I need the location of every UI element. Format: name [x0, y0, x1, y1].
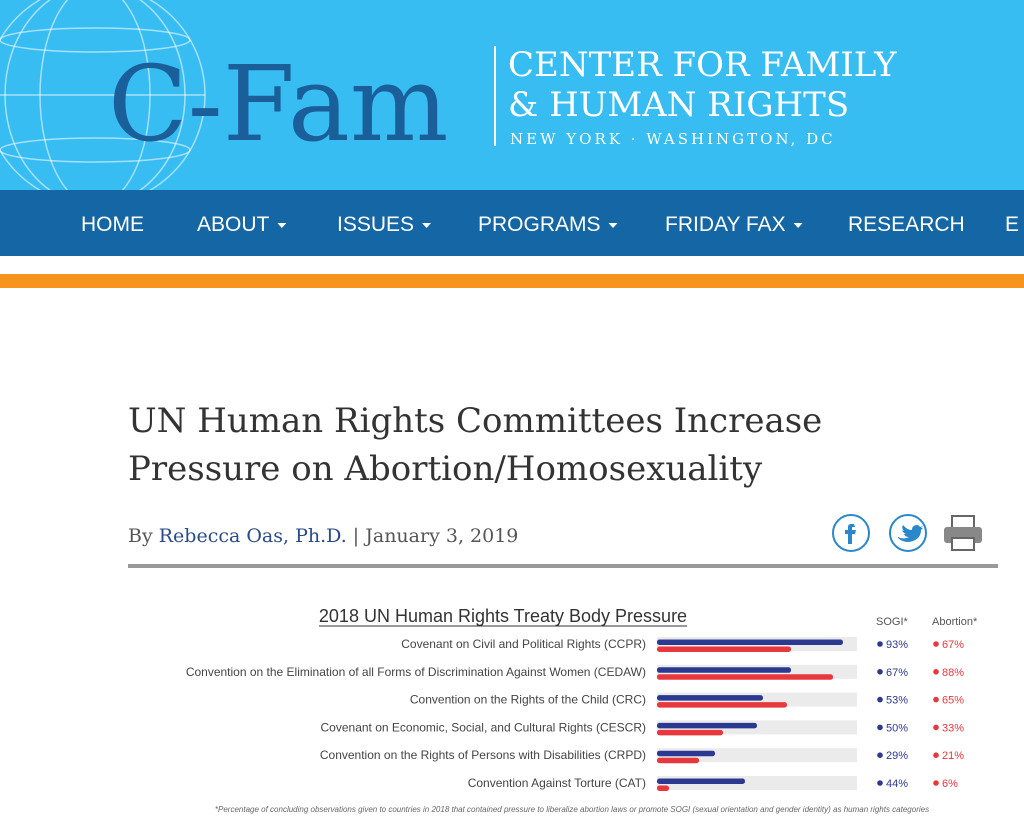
nav-item[interactable]: FRIDAY FAX [665, 213, 786, 236]
value-label: 67% [942, 639, 964, 651]
bar [657, 729, 723, 736]
value-label: 44% [886, 778, 908, 790]
bar [657, 778, 745, 784]
nav-bar [0, 190, 1024, 256]
value-label: 53% [886, 695, 908, 707]
value-dot [877, 724, 883, 731]
value-label: 93% [886, 639, 908, 651]
title-rule [128, 564, 998, 568]
value-label: 67% [886, 667, 908, 679]
nav-item[interactable]: ABOUT [197, 213, 270, 236]
category-label: Convention on the Rights of the Child (C… [410, 693, 646, 707]
bar [657, 646, 791, 652]
nav-item[interactable]: HOME [81, 213, 144, 236]
value-label: 6% [942, 778, 958, 790]
value-dot [933, 696, 939, 703]
category-label: Covenant on Economic, Social, and Cultur… [321, 720, 646, 734]
bar [657, 702, 787, 708]
chart: 2018 UN Human Rights Treaty Body Pressur… [186, 606, 978, 814]
bar [657, 674, 833, 680]
article-title: UN Human Rights Committees Increase [128, 401, 822, 441]
chart-title: 2018 UN Human Rights Treaty Body Pressur… [319, 606, 687, 626]
bar [657, 695, 763, 701]
nav-caret [277, 223, 287, 228]
value-dot [933, 641, 939, 647]
value-label: 21% [942, 750, 964, 762]
org-name: CENTER FOR FAMILY [508, 45, 897, 85]
value-dot [933, 724, 939, 731]
bar [657, 750, 715, 757]
category-label: Convention on the Elimination of all For… [186, 665, 646, 679]
value-dot [933, 752, 939, 758]
facebook-button[interactable] [832, 514, 870, 552]
logo: C-Fam [108, 43, 448, 165]
category-label: Convention on the Rights of Persons with… [320, 748, 646, 762]
nav-item[interactable]: RESEARCH [848, 213, 965, 236]
twitter-button[interactable] [889, 514, 927, 552]
nav-items: HOME ABOUT ISSUES PROGRAMS FRIDAY FAX RESEARC… [81, 213, 1019, 236]
value-dot [933, 780, 939, 786]
org-name: & HUMAN RIGHTS [508, 85, 849, 125]
article-title: Pressure on Abortion/Homosexuality [128, 449, 763, 489]
byline-separator: | [353, 525, 359, 547]
org-locations: NEW YORK · WASHINGTON, DC [510, 130, 836, 148]
value-dot [933, 669, 939, 675]
chart-note: *Percentage of concluding observations g… [215, 805, 929, 814]
bar [657, 757, 699, 764]
byline: By Rebecca Oas, Ph.D. | January 3, 2019 [128, 525, 518, 547]
accent-stripe [0, 274, 1024, 288]
legend-label: SOGI* [876, 616, 909, 628]
category-label: Convention Against Torture (CAT) [468, 776, 646, 790]
value-dot [877, 641, 883, 647]
nav-item[interactable]: E [1005, 213, 1019, 236]
nav-caret [422, 223, 432, 228]
nav-caret [608, 223, 618, 228]
bar [657, 639, 843, 645]
bar [657, 722, 757, 729]
value-label: 33% [942, 722, 964, 734]
value-label: 88% [942, 667, 964, 679]
value-label: 65% [942, 695, 964, 707]
legend-label: Abortion* [932, 616, 978, 628]
bar [657, 785, 669, 791]
nav-caret [793, 223, 803, 228]
value-dot [877, 780, 883, 786]
nav-item[interactable]: ISSUES [337, 213, 414, 236]
bar [657, 667, 791, 673]
value-dot [877, 669, 883, 675]
category-label: Covenant on Civil and Political Rights (… [401, 637, 646, 651]
author[interactable]: Rebecca Oas, Ph.D. [159, 525, 347, 547]
value-label: 50% [886, 722, 908, 734]
date: January 3, 2019 [363, 525, 518, 547]
nav-item[interactable]: PROGRAMS [478, 213, 601, 236]
value-dot [877, 696, 883, 703]
byline-prefix: By [128, 525, 153, 547]
value-dot [877, 752, 883, 758]
value-label: 29% [886, 750, 908, 762]
print-button[interactable] [944, 515, 982, 551]
